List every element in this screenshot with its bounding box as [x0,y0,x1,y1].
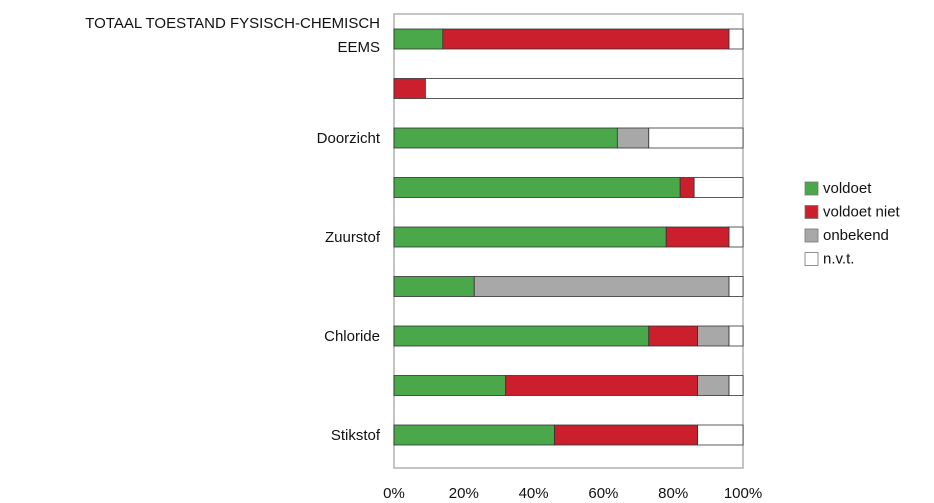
legend-label-0: voldoet [823,180,872,197]
category-label-4-0: Zuurstof [325,229,381,246]
bar-segment-7-1 [505,375,699,396]
legend-swatch-2 [804,228,819,243]
category-label-0-0: TOTAAL TOESTAND FYSISCH-CHEMISCH [85,15,380,32]
bar-segment-2-2 [616,127,650,149]
bar-segment-0-1 [442,28,730,50]
bar-segment-3-1 [679,177,695,198]
bar-segment-3-0 [393,177,681,198]
bars-group [393,28,744,446]
bar-segment-5-3 [728,276,744,297]
bar-segment-4-1 [665,226,730,248]
legend: voldoet voldoet niet onbekend n.v.t. [804,180,901,268]
x-tick-label-4: 80% [658,485,688,502]
bar-segment-8-0 [393,424,555,446]
bar-segment-2-3 [648,127,744,149]
bar-segment-7-3 [728,375,744,396]
bar-segment-7-2 [697,375,730,396]
legend-label-2: onbekend [823,227,889,244]
category-label-2-0: Doorzicht [317,130,381,147]
bar-segment-6-1 [648,325,699,347]
x-tick-label-5: 100% [724,485,762,502]
legend-swatch-3 [804,252,819,266]
bar-segment-0-3 [728,28,744,50]
x-tick-label-3: 60% [588,485,618,502]
bar-segment-8-3 [697,424,744,446]
bar-segment-4-0 [393,226,667,248]
bar-segment-6-2 [697,325,730,347]
bar-segment-2-0 [393,127,618,149]
x-tick-label-2: 40% [519,485,549,502]
category-label-8-0: Stikstof [331,427,381,444]
legend-swatch-1 [804,205,819,219]
bar-segment-0-0 [393,28,444,50]
category-labels: TOTAAL TOESTAND FYSISCH-CHEMISCH EEMS Door… [85,15,381,444]
bar-segment-3-3 [693,177,744,198]
bar-segment-5-2 [473,276,730,297]
bar-segment-1-1 [393,78,426,99]
x-tick-labels: 0% 20% 40% 60% 80% 100% [383,485,762,502]
x-tick-label-0: 0% [383,485,405,502]
bar-segment-1-3 [425,78,744,99]
legend-label-3: n.v.t. [823,251,854,268]
bar-segment-6-3 [728,325,744,347]
bar-segment-7-0 [393,375,507,396]
bar-segment-4-3 [728,226,744,248]
legend-label-1: voldoet niet [823,204,901,221]
category-label-6-0: Chloride [324,328,380,345]
bar-segment-6-0 [393,325,650,347]
bar-segment-5-0 [393,276,475,297]
bar-segment-8-1 [554,424,699,446]
category-label-0-1: EEMS [337,39,380,56]
legend-swatch-0 [804,181,819,196]
x-tick-label-1: 20% [449,485,479,502]
